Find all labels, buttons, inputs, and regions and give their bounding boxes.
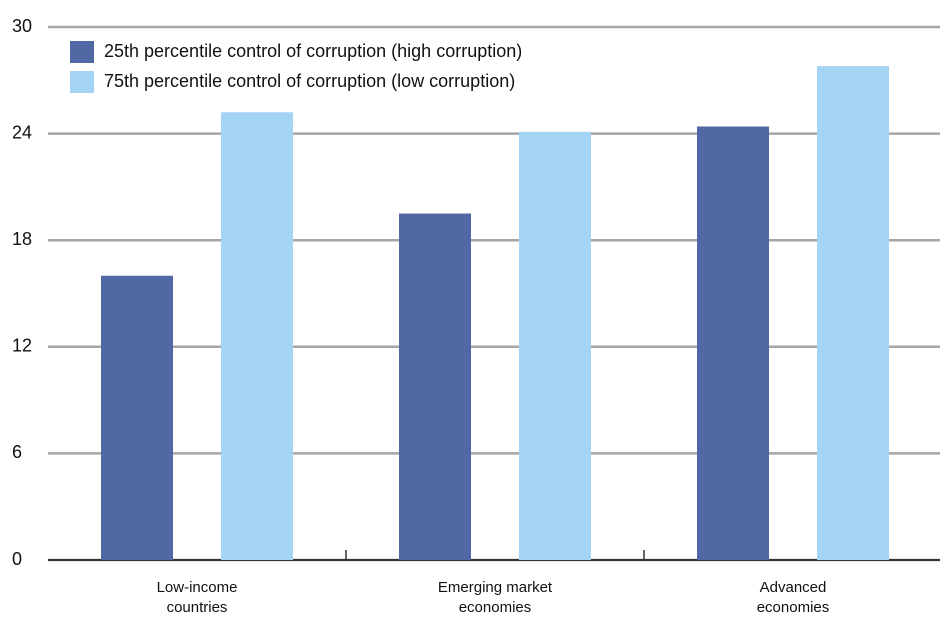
y-tick-label: 30 — [12, 16, 32, 36]
bar — [399, 213, 471, 561]
x-tick-label: Advanced economies — [756, 579, 830, 616]
legend-label: 75th percentile control of corruption (l… — [104, 71, 515, 91]
y-tick-label: 18 — [12, 229, 32, 249]
legend-swatch — [70, 41, 94, 63]
bar — [221, 112, 293, 560]
legend-swatch — [70, 71, 94, 93]
y-tick-label: 12 — [12, 336, 32, 356]
legend-label: 25th percentile control of corruption (h… — [104, 41, 522, 61]
x-tick-label: Low-income countries — [156, 579, 238, 616]
bar — [697, 126, 769, 560]
x-tick-label: Emerging market economies — [437, 579, 553, 616]
bar — [817, 66, 889, 560]
bar — [519, 131, 591, 560]
bar — [101, 275, 173, 560]
y-tick-label: 0 — [12, 549, 22, 569]
y-tick-label: 24 — [12, 122, 32, 142]
y-tick-label: 6 — [12, 442, 22, 462]
